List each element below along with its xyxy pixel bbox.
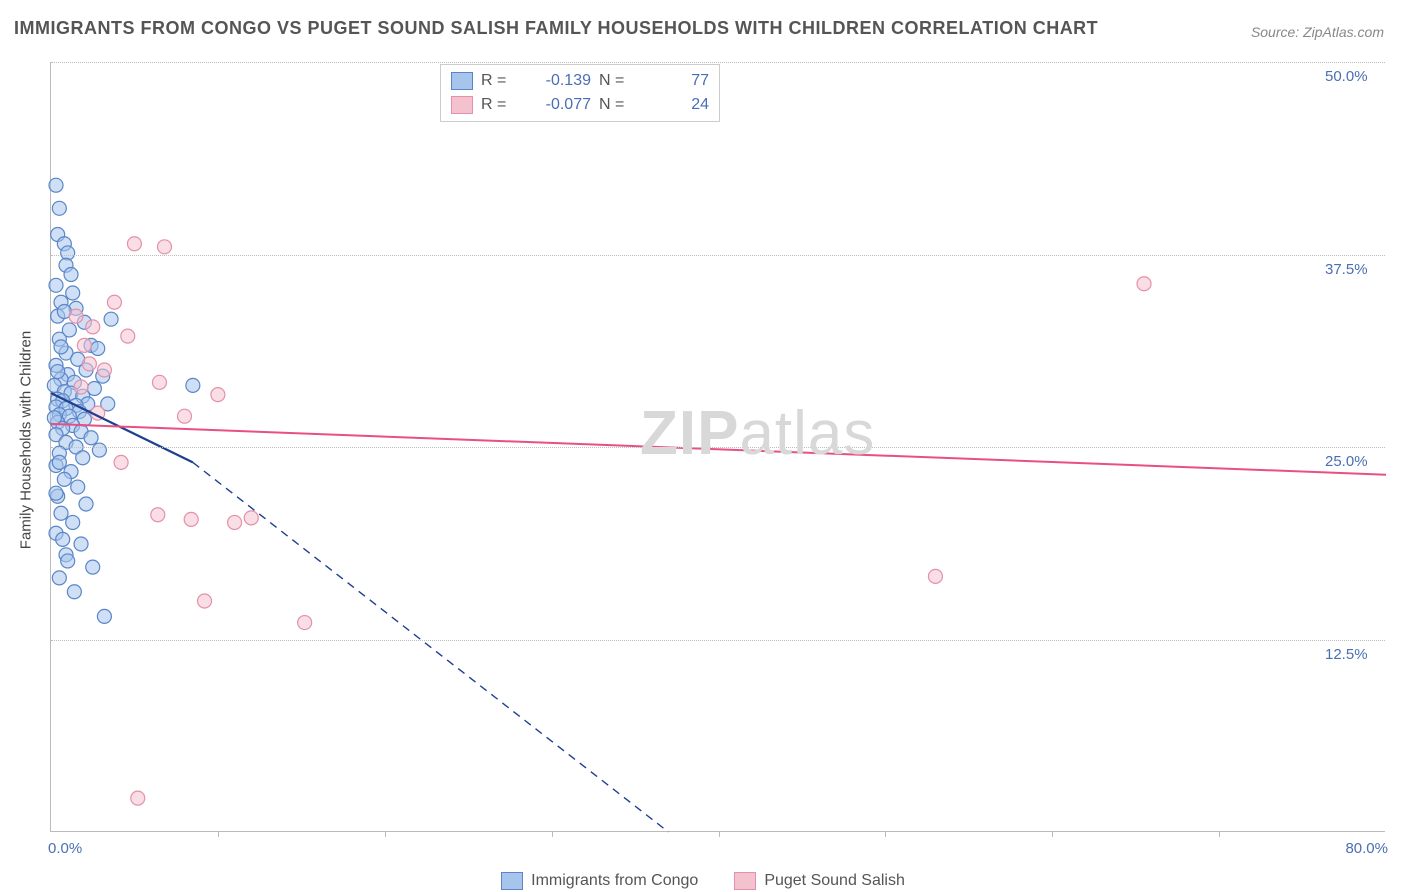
- data-point: [79, 497, 93, 511]
- legend-n-label: N =: [599, 96, 635, 114]
- data-point: [77, 338, 91, 352]
- x-tick: [1219, 831, 1220, 837]
- legend-stats: R = -0.139 N = 77 R = -0.077 N = 24: [440, 64, 720, 122]
- x-tick: [385, 831, 386, 837]
- y-axis-label: Family Households with Children: [18, 331, 35, 549]
- data-point: [69, 309, 83, 323]
- data-point: [228, 515, 242, 529]
- legend-r-value: -0.077: [525, 96, 591, 114]
- data-point: [47, 411, 61, 425]
- legend-swatch-pink: [451, 96, 473, 114]
- data-point: [97, 609, 111, 623]
- data-point: [57, 472, 71, 486]
- y-tick-label: 37.5%: [1325, 261, 1368, 278]
- x-tick: [885, 831, 886, 837]
- data-point: [67, 585, 81, 599]
- legend-item: Immigrants from Congo: [501, 872, 698, 890]
- legend-r-value: -0.139: [525, 72, 591, 90]
- data-point: [66, 286, 80, 300]
- data-point: [121, 329, 135, 343]
- trend-line-extrapolated: [193, 462, 669, 832]
- legend-stats-row: R = -0.077 N = 24: [451, 93, 709, 117]
- x-tick: [719, 831, 720, 837]
- legend-r-label: R =: [481, 72, 517, 90]
- data-point: [82, 357, 96, 371]
- data-point: [91, 341, 105, 355]
- data-point: [152, 375, 166, 389]
- data-point: [298, 616, 312, 630]
- plot-area: [50, 62, 1385, 832]
- legend-n-label: N =: [599, 72, 635, 90]
- legend-n-value: 77: [643, 72, 709, 90]
- data-point: [71, 480, 85, 494]
- x-max-label: 80.0%: [1345, 840, 1388, 857]
- gridline: [51, 62, 1385, 63]
- data-point: [54, 340, 68, 354]
- data-point: [74, 380, 88, 394]
- data-point: [64, 268, 78, 282]
- legend-label: Immigrants from Congo: [531, 872, 698, 890]
- trend-line: [51, 424, 1386, 475]
- legend-n-value: 24: [643, 96, 709, 114]
- data-point: [84, 431, 98, 445]
- data-point: [211, 388, 225, 402]
- data-point: [76, 451, 90, 465]
- data-point: [52, 571, 66, 585]
- legend-series: Immigrants from Congo Puget Sound Salish: [0, 872, 1406, 890]
- data-point: [86, 320, 100, 334]
- data-point: [51, 365, 65, 379]
- y-tick-label: 50.0%: [1325, 68, 1368, 85]
- legend-swatch-blue: [451, 72, 473, 90]
- legend-swatch-blue: [501, 872, 523, 890]
- gridline: [51, 255, 1385, 256]
- x-tick: [218, 831, 219, 837]
- y-tick-label: 25.0%: [1325, 453, 1368, 470]
- data-point: [49, 278, 63, 292]
- data-point: [49, 178, 63, 192]
- data-point: [61, 246, 75, 260]
- x-tick: [1052, 831, 1053, 837]
- legend-label: Puget Sound Salish: [764, 872, 905, 890]
- legend-stats-row: R = -0.139 N = 77: [451, 69, 709, 93]
- data-point: [127, 237, 141, 251]
- data-point: [244, 511, 258, 525]
- data-point: [61, 554, 75, 568]
- data-point: [52, 455, 66, 469]
- y-tick-label: 12.5%: [1325, 646, 1368, 663]
- data-point: [56, 532, 70, 546]
- data-point: [54, 506, 68, 520]
- data-point: [186, 378, 200, 392]
- data-point: [66, 515, 80, 529]
- data-point: [151, 508, 165, 522]
- gridline: [51, 447, 1385, 448]
- chart-title: IMMIGRANTS FROM CONGO VS PUGET SOUND SAL…: [14, 18, 1098, 39]
- data-point: [184, 512, 198, 526]
- data-point: [114, 455, 128, 469]
- data-point: [1137, 277, 1151, 291]
- legend-swatch-pink: [734, 872, 756, 890]
- data-point: [928, 569, 942, 583]
- data-point: [92, 443, 106, 457]
- data-point: [74, 537, 88, 551]
- data-point: [104, 312, 118, 326]
- legend-item: Puget Sound Salish: [734, 872, 905, 890]
- gridline: [51, 640, 1385, 641]
- data-point: [131, 791, 145, 805]
- data-point: [198, 594, 212, 608]
- data-point: [86, 560, 100, 574]
- data-point: [157, 240, 171, 254]
- source-label: Source: ZipAtlas.com: [1251, 24, 1384, 40]
- legend-r-label: R =: [481, 96, 517, 114]
- data-point: [107, 295, 121, 309]
- data-point: [52, 201, 66, 215]
- data-point: [49, 486, 63, 500]
- x-min-label: 0.0%: [48, 840, 82, 857]
- x-tick: [552, 831, 553, 837]
- data-point: [97, 363, 111, 377]
- data-point: [178, 409, 192, 423]
